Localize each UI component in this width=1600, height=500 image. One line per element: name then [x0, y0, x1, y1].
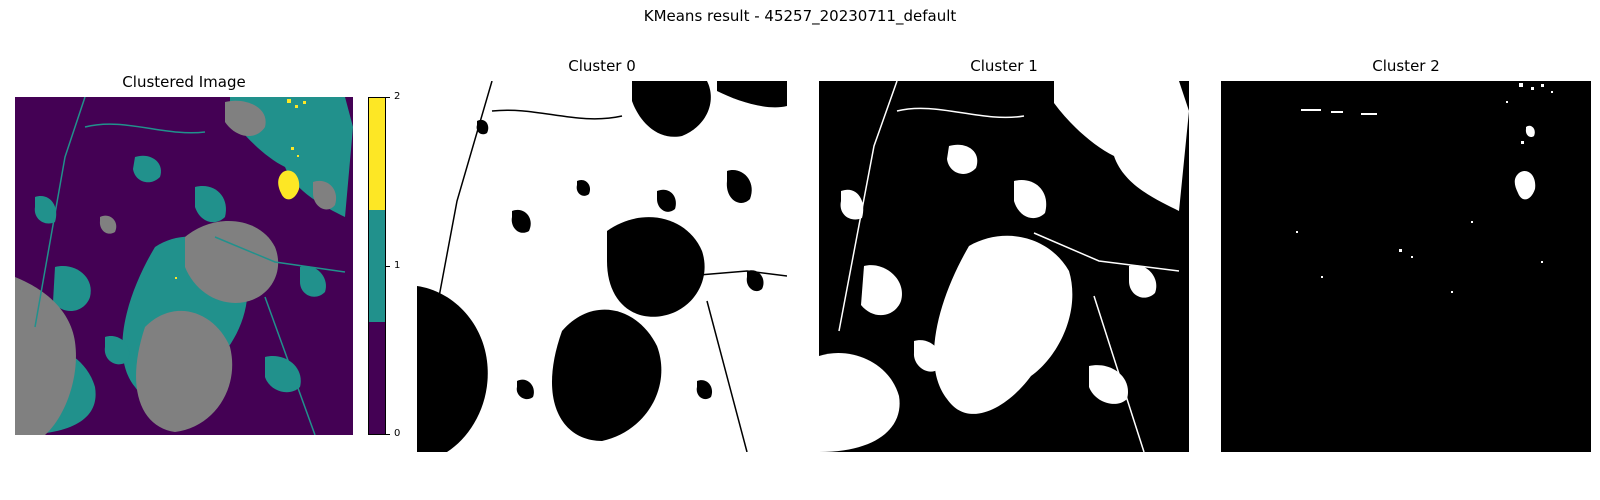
panel-title-cluster-1: Cluster 1	[970, 57, 1038, 75]
panel-title-cluster-2: Cluster 2	[1372, 57, 1440, 75]
cluster-1-mask	[819, 81, 1189, 452]
colorbar-label-1: 1	[394, 260, 401, 271]
figure-title: KMeans result - 45257_20230711_default	[643, 7, 957, 25]
colorbar-label-2: 2	[394, 91, 401, 102]
cluster-2-svg	[1221, 81, 1591, 452]
cluster-1-svg	[819, 81, 1189, 452]
cluster-0-mask	[417, 81, 787, 452]
cluster-0-svg	[417, 81, 787, 452]
clustered-image-svg	[15, 97, 353, 435]
colorbar-tick-0	[386, 434, 390, 435]
panel-title-cluster-0: Cluster 0	[568, 57, 636, 75]
panel-title-clustered: Clustered Image	[122, 73, 246, 91]
clustered-image	[15, 97, 353, 435]
colorbar	[368, 97, 386, 435]
colorbar-tick-1	[386, 266, 390, 267]
colorbar-tick-2	[386, 97, 390, 98]
cluster-2-mask	[1221, 81, 1591, 452]
colorbar-label-0: 0	[394, 428, 401, 439]
